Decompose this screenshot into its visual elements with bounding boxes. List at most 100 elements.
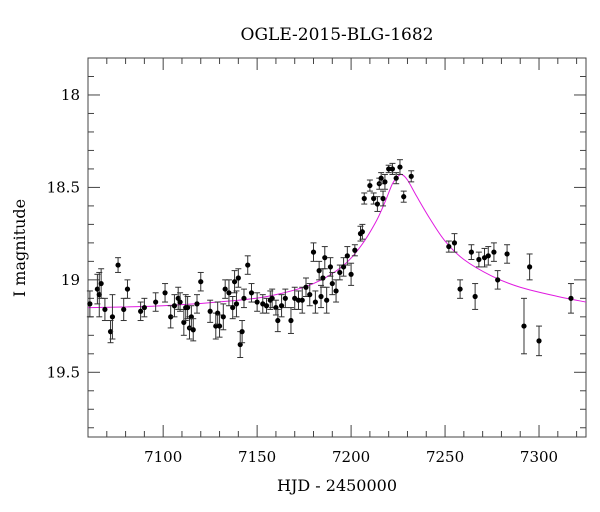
data-point-marker: [241, 295, 247, 301]
data-point-marker: [303, 284, 309, 290]
x-tick-label: 7100: [144, 448, 182, 466]
data-point: [310, 242, 317, 262]
data-point: [115, 257, 122, 273]
data-point: [536, 325, 543, 357]
data-point-marker: [408, 173, 414, 179]
data-point-marker: [278, 303, 285, 309]
data-point: [400, 190, 407, 203]
data-point: [190, 318, 197, 342]
data-point: [86, 290, 93, 318]
data-point-marker: [282, 295, 288, 301]
data-point: [101, 297, 108, 322]
data-point: [171, 294, 178, 318]
data-point-marker: [288, 317, 294, 324]
data-point: [316, 260, 323, 281]
data-point-marker: [153, 299, 159, 305]
data-point: [231, 270, 238, 294]
data-point-marker: [386, 166, 392, 172]
data-point-marker: [485, 253, 491, 259]
data-point-marker: [109, 314, 116, 320]
data-point: [137, 301, 144, 322]
data-point-marker: [198, 279, 204, 285]
data-point: [323, 286, 330, 314]
data-point-marker: [324, 297, 330, 303]
data-point-marker: [239, 329, 245, 335]
data-point: [344, 246, 351, 266]
data-point: [321, 246, 328, 270]
data-point: [96, 271, 103, 318]
data-point-marker: [138, 308, 144, 314]
data-point-marker: [190, 327, 196, 333]
data-point-marker: [275, 317, 281, 324]
data-point: [124, 279, 131, 299]
data-point-marker: [322, 255, 328, 261]
data-point: [248, 283, 255, 303]
data-point-marker: [318, 293, 324, 300]
data-point: [220, 303, 227, 331]
data-point: [457, 279, 464, 299]
plot-frame: [87, 57, 587, 438]
data-point: [302, 277, 309, 297]
data-point-marker: [352, 247, 358, 253]
data-point: [272, 299, 279, 316]
x-tick-label: 7150: [238, 448, 276, 466]
data-point: [244, 255, 251, 275]
data-point-marker: [222, 286, 228, 292]
data-point-marker: [295, 297, 302, 303]
data-point-marker: [568, 295, 574, 301]
data-point: [180, 308, 187, 336]
x-tick-label: 7300: [520, 448, 558, 466]
data-point: [381, 173, 388, 190]
data-point-marker: [495, 277, 501, 283]
data-point: [445, 240, 452, 253]
data-point-marker: [162, 290, 168, 296]
data-point-marker: [185, 304, 191, 311]
axis-ticks: [88, 57, 586, 437]
data-point-marker: [171, 303, 178, 309]
data-point: [225, 279, 232, 307]
data-point: [287, 307, 294, 334]
y-tick-label: 19: [61, 271, 80, 289]
data-point-marker: [472, 293, 478, 300]
data-point: [269, 288, 276, 309]
data-point-marker: [188, 314, 194, 320]
data-point: [385, 164, 392, 174]
data-point-marker: [254, 299, 260, 305]
data-point-marker: [245, 262, 251, 268]
data-point-marker: [393, 175, 399, 181]
data-point-marker: [177, 299, 183, 305]
data-point: [380, 190, 387, 207]
data-point: [451, 233, 458, 253]
model-curve-layer: [87, 173, 587, 309]
data-point: [351, 244, 358, 257]
data-point: [237, 331, 244, 359]
data-point: [141, 297, 148, 318]
data-point-marker: [468, 249, 474, 255]
data-point: [216, 314, 223, 338]
data-point: [278, 294, 285, 318]
data-point: [374, 196, 381, 212]
data-point-marker: [378, 175, 384, 181]
data-point-marker: [316, 268, 322, 274]
data-point: [212, 312, 219, 340]
data-point: [393, 172, 400, 185]
data-point: [222, 279, 229, 299]
data-point-marker: [248, 290, 255, 296]
data-point-marker: [329, 280, 335, 287]
data-point-marker: [207, 308, 213, 314]
data-point: [408, 170, 415, 183]
data-point-marker: [213, 323, 219, 329]
x-tick-label: 7250: [426, 448, 464, 466]
data-point-marker: [235, 275, 241, 281]
data-point: [282, 288, 289, 309]
data-point: [193, 294, 200, 314]
data-point: [295, 290, 302, 310]
data-point-marker: [94, 286, 100, 292]
data-point-marker: [361, 195, 367, 202]
data-point-marker: [273, 304, 279, 311]
data-point: [207, 299, 214, 323]
data-point-marker: [521, 323, 527, 329]
data-point-marker: [320, 275, 326, 281]
data-point-marker: [115, 262, 121, 268]
